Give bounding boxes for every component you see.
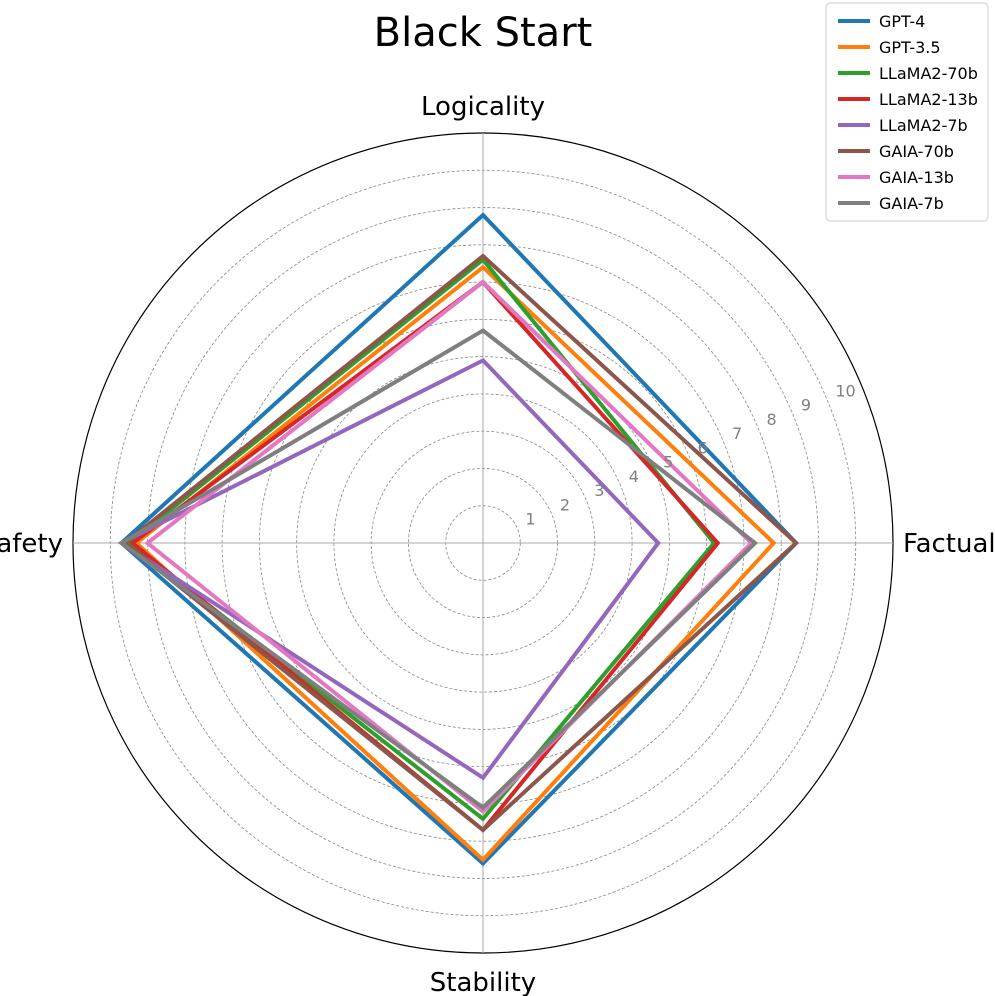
series-gaia-13b bbox=[144, 279, 755, 815]
chart-title: Black Start bbox=[374, 10, 593, 56]
tick-label-5: 5 bbox=[663, 453, 673, 472]
series-gpt-4 bbox=[118, 212, 799, 867]
tick-label-4: 4 bbox=[629, 467, 639, 486]
radar-grid bbox=[72, 132, 894, 954]
tick-label-6: 6 bbox=[698, 438, 708, 457]
tick-label-2: 2 bbox=[560, 495, 570, 514]
series-gaia-7b bbox=[117, 328, 759, 811]
radial-tick-labels: 1 2 3 4 5 6 7 8 9 10 bbox=[525, 381, 855, 528]
axis-label-safety: Safety bbox=[0, 529, 63, 559]
tick-label-3: 3 bbox=[594, 481, 604, 500]
series-llama2-70b bbox=[125, 256, 717, 822]
legend-label: LLaMA2-13b bbox=[879, 90, 978, 109]
series-gaia-70b bbox=[122, 253, 800, 833]
legend-frame bbox=[825, 2, 989, 222]
series-gpt-3-5 bbox=[133, 264, 777, 863]
legend-label: LLaMA2-7b bbox=[879, 116, 968, 135]
axis-label-logicality: Logicality bbox=[421, 92, 545, 122]
legend-label: GAIA-13b bbox=[879, 168, 954, 187]
legend-label: LLaMA2-70b bbox=[879, 64, 978, 83]
legend: GPT-4 GPT-3.5 LLaMA2-70b LLaMA2-13b LLaMA2-7… bbox=[825, 2, 989, 222]
axis-labels: Logicality Factuality Stability Safety bbox=[0, 92, 995, 996]
tick-label-10: 10 bbox=[835, 381, 855, 400]
series-llama2-7b bbox=[117, 357, 661, 781]
legend-label: GPT-3.5 bbox=[879, 38, 941, 57]
radar-series bbox=[117, 212, 800, 867]
tick-label-8: 8 bbox=[766, 410, 776, 429]
legend-label: GAIA-7b bbox=[879, 194, 944, 213]
legend-label: GPT-4 bbox=[879, 12, 925, 31]
tick-label-1: 1 bbox=[525, 510, 535, 529]
tick-label-9: 9 bbox=[801, 396, 811, 415]
axis-label-factuality: Factuality bbox=[903, 529, 995, 559]
tick-label-7: 7 bbox=[732, 424, 742, 443]
axis-label-stability: Stability bbox=[430, 968, 536, 996]
legend-label: GAIA-70b bbox=[879, 142, 954, 161]
